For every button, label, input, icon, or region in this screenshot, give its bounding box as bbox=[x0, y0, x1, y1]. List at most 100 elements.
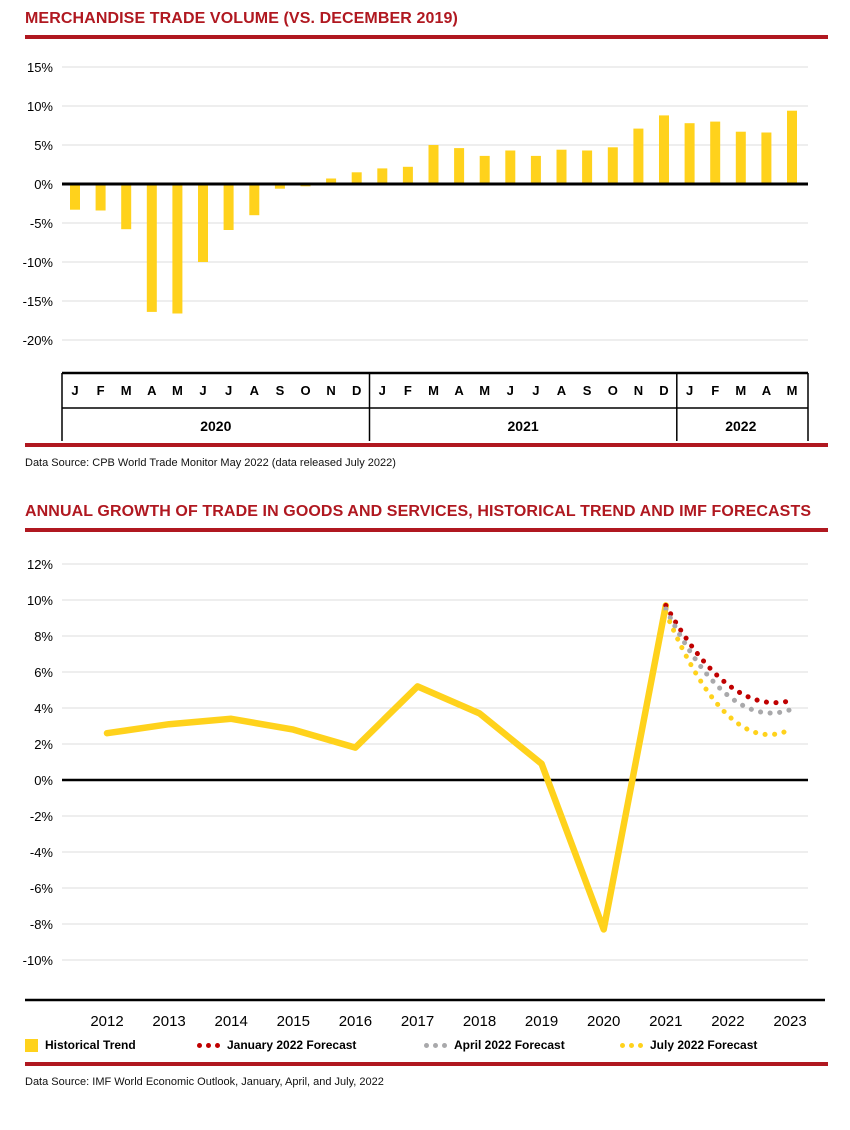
bar bbox=[633, 128, 644, 184]
chart1-source: Data Source: CPB World Trade Monitor May… bbox=[25, 457, 396, 469]
y-tick-label: -6% bbox=[30, 881, 54, 896]
x-year-label: 2022 bbox=[711, 1013, 744, 1030]
month-label: D bbox=[659, 383, 668, 398]
divider-rule-top bbox=[25, 35, 828, 39]
bar bbox=[402, 166, 413, 184]
annual-growth-section: ANNUAL GROWTH OF TRADE IN GOODS AND SERV… bbox=[0, 503, 850, 1092]
year-label: 2020 bbox=[200, 418, 231, 434]
x-year-label: 2020 bbox=[587, 1013, 620, 1030]
bar bbox=[274, 184, 285, 189]
y-tick-label: -15% bbox=[23, 294, 54, 309]
x-year-label: 2013 bbox=[152, 1013, 185, 1030]
year-label: 2021 bbox=[508, 418, 539, 434]
chart2-title: ANNUAL GROWTH OF TRADE IN GOODS AND SERV… bbox=[25, 503, 812, 520]
july-forecast-swatch bbox=[620, 1042, 643, 1048]
y-tick-label: -2% bbox=[30, 809, 54, 824]
month-label: N bbox=[634, 383, 643, 398]
legend-label-july-forecast: July 2022 Forecast bbox=[650, 1038, 758, 1052]
bar bbox=[505, 150, 516, 184]
y-tick-label: 6% bbox=[34, 665, 53, 680]
y-tick-label: 0% bbox=[34, 177, 53, 192]
x-year-label: 2018 bbox=[463, 1013, 496, 1030]
y-tick-label: 0% bbox=[34, 773, 53, 788]
x-year-label: 2019 bbox=[525, 1013, 558, 1030]
bar bbox=[787, 110, 797, 184]
month-label: F bbox=[404, 383, 412, 398]
month-label: D bbox=[352, 383, 361, 398]
historical-trend-line bbox=[103, 602, 670, 933]
report-page: MERCHANDISE TRADE VOLUME (VS. DECEMBER 2… bbox=[0, 10, 850, 1092]
bar bbox=[428, 145, 439, 184]
year-label: 2022 bbox=[725, 418, 756, 434]
x-year-label: 2016 bbox=[339, 1013, 372, 1030]
annual-growth-chart: 12% 10% 8% 6% 4% 2% 0% -2% -4% -6% -8% -10% 2012 2013… bbox=[23, 557, 825, 1030]
bar bbox=[710, 121, 721, 184]
divider-rule-chart2-top bbox=[25, 528, 828, 532]
y-tick-label: -5% bbox=[30, 216, 54, 231]
month-label: J bbox=[532, 383, 539, 398]
legend-january-2022-forecast: January 2022 Forecast bbox=[197, 1038, 424, 1052]
bar bbox=[326, 178, 337, 184]
bar bbox=[530, 155, 541, 184]
bar bbox=[121, 184, 132, 230]
month-label: M bbox=[479, 383, 490, 398]
x-year-label: 2023 bbox=[773, 1013, 806, 1030]
month-label: J bbox=[507, 383, 514, 398]
y-tick-label: 4% bbox=[34, 701, 53, 716]
bar bbox=[70, 184, 80, 210]
month-label: O bbox=[608, 383, 618, 398]
y-tick-label: -8% bbox=[30, 917, 54, 932]
month-label: M bbox=[428, 383, 439, 398]
bar bbox=[607, 147, 618, 184]
month-label: M bbox=[121, 383, 132, 398]
month-label: M bbox=[787, 383, 798, 398]
y-tick-label: 10% bbox=[27, 593, 53, 608]
y-tick-label: 5% bbox=[34, 138, 53, 153]
legend-label-january-forecast: January 2022 Forecast bbox=[227, 1038, 357, 1052]
bar bbox=[582, 150, 593, 184]
y-tick-label: -10% bbox=[23, 953, 54, 968]
historical-trend-swatch bbox=[25, 1038, 38, 1052]
divider-rule-chart2-bottom bbox=[25, 1062, 828, 1066]
bar bbox=[249, 184, 260, 216]
x-year-label: 2012 bbox=[90, 1013, 123, 1030]
x-year-label: 2015 bbox=[277, 1013, 310, 1030]
y-tick-label: -10% bbox=[23, 255, 54, 270]
april-forecast-swatch bbox=[424, 1042, 447, 1048]
bar bbox=[556, 149, 567, 184]
month-label: J bbox=[379, 383, 386, 398]
month-label: N bbox=[326, 383, 335, 398]
bar bbox=[377, 168, 388, 184]
chart2-legend: Historical Trend January 2022 Forecast A… bbox=[0, 1034, 850, 1062]
forecast-dotted-line bbox=[663, 606, 793, 716]
month-label: A bbox=[147, 383, 157, 398]
legend-label-april-forecast: April 2022 Forecast bbox=[454, 1038, 565, 1052]
bar bbox=[172, 184, 183, 314]
y-tick-label: 10% bbox=[27, 99, 53, 114]
bar bbox=[454, 148, 465, 184]
bar bbox=[761, 132, 772, 184]
bar bbox=[479, 155, 490, 184]
legend-april-2022-forecast: April 2022 Forecast bbox=[424, 1038, 620, 1052]
y-tick-label: 15% bbox=[27, 60, 53, 75]
month-label: J bbox=[225, 383, 232, 398]
month-label: S bbox=[276, 383, 285, 398]
forecast-dotted-line bbox=[663, 602, 793, 706]
bar bbox=[95, 184, 106, 211]
bar bbox=[146, 184, 157, 312]
january-forecast-swatch bbox=[197, 1042, 220, 1048]
bar bbox=[659, 115, 669, 184]
month-label: A bbox=[762, 383, 772, 398]
merchandise-trade-section: MERCHANDISE TRADE VOLUME (VS. DECEMBER 2… bbox=[0, 10, 850, 473]
bar bbox=[684, 123, 695, 184]
month-label: J bbox=[71, 383, 78, 398]
month-label: J bbox=[686, 383, 693, 398]
bar bbox=[198, 184, 208, 262]
legend-july-2022-forecast: July 2022 Forecast bbox=[620, 1038, 757, 1052]
x-year-label: 2014 bbox=[215, 1013, 248, 1030]
divider-rule-chart1-bottom bbox=[25, 443, 828, 447]
month-label: M bbox=[735, 383, 746, 398]
y-tick-label: 2% bbox=[34, 737, 53, 752]
x-year-label: 2017 bbox=[401, 1013, 434, 1030]
month-label: A bbox=[454, 383, 464, 398]
